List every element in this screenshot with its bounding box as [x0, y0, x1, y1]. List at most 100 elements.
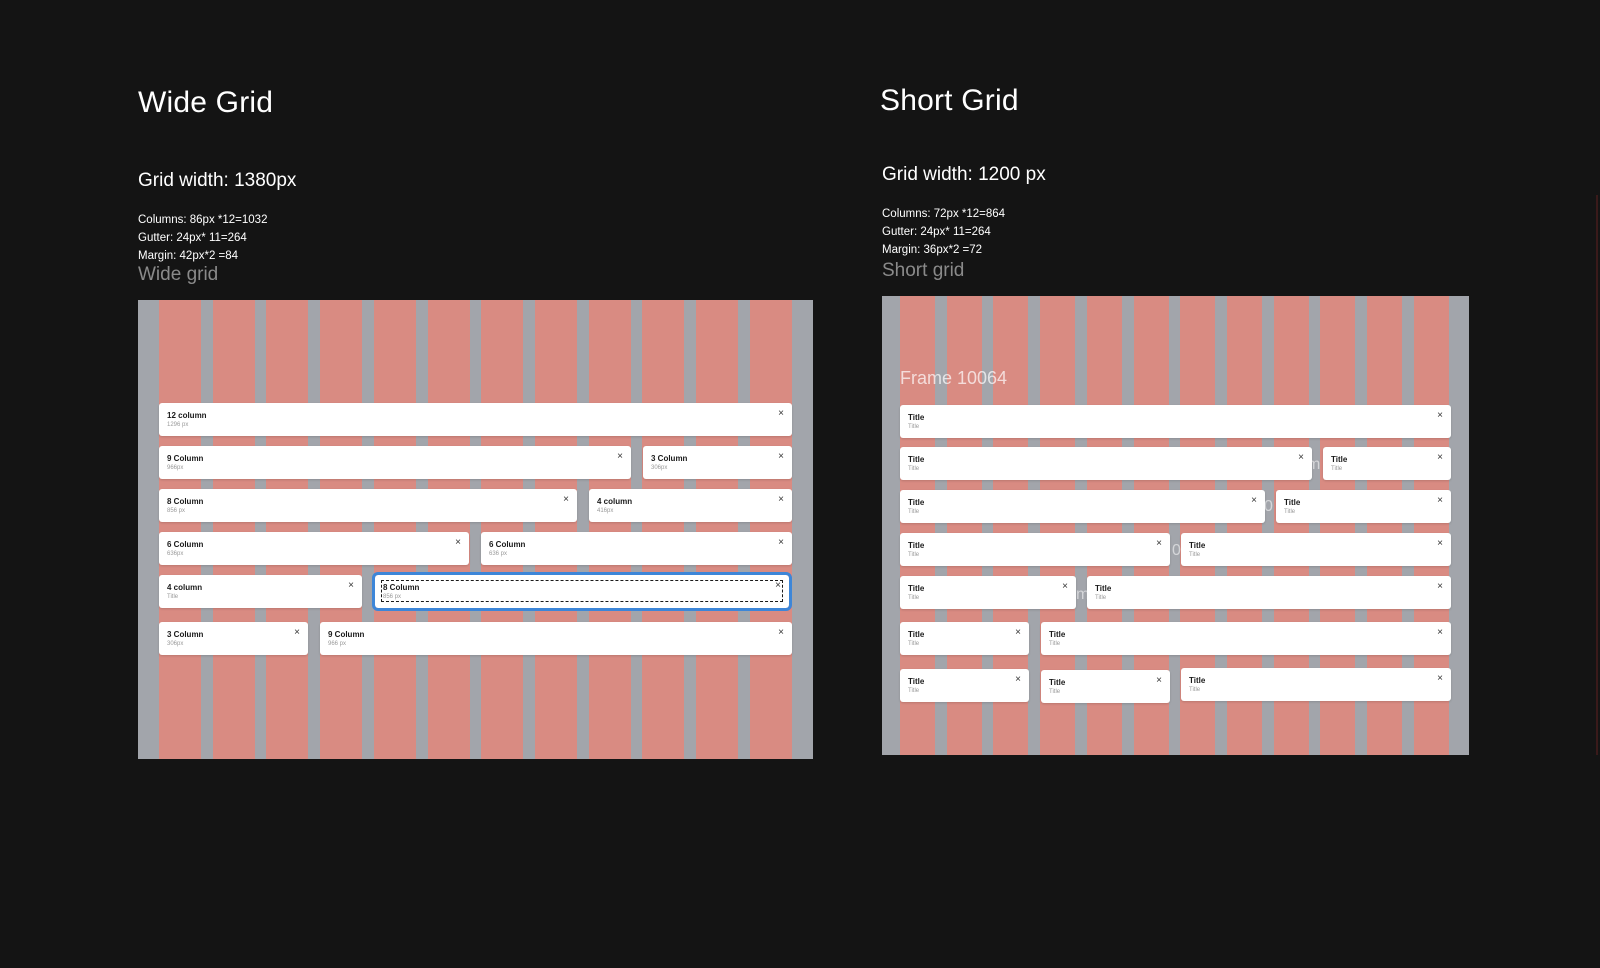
short-card[interactable]: Title Title ×	[900, 447, 1312, 480]
card-title: Title	[1095, 584, 1112, 593]
close-icon[interactable]: ×	[1437, 495, 1443, 506]
close-icon[interactable]: ×	[778, 408, 784, 419]
grid-column	[373, 300, 416, 759]
grid-column	[642, 300, 685, 759]
card-subtitle: Title	[167, 594, 179, 600]
grid-column	[212, 300, 255, 759]
grid-column	[320, 300, 363, 759]
short-card[interactable]: Title Title ×	[1323, 447, 1451, 480]
card-subtitle: 306px	[167, 641, 184, 647]
wide-grid-specs: Columns: 86px *12=1032 Gutter: 24px* 11=…	[138, 211, 267, 265]
card-subtitle: 636px	[167, 551, 184, 557]
ghost-text: 0	[1264, 498, 1273, 515]
card-subtitle: 1296 px	[167, 422, 189, 428]
wide-card-8-column-selected[interactable]: 8 Column 856 px ×	[372, 572, 792, 611]
close-icon[interactable]: ×	[1015, 674, 1021, 685]
card-title: 6 Column	[489, 540, 526, 549]
frame-name-label: Frame 10064	[900, 368, 1008, 388]
short-grid-width: Grid width: 1200 px	[882, 164, 1046, 185]
close-icon[interactable]: ×	[348, 580, 354, 591]
wide-card-3-column-b[interactable]: 3 Column 306px ×	[159, 622, 308, 655]
card-title: 12 column	[167, 411, 207, 420]
card-subtitle: Title	[908, 509, 920, 515]
short-grid-title: Short Grid	[880, 84, 1019, 117]
wide-card-9-column[interactable]: 9 Column 966px ×	[159, 446, 631, 479]
wide-grid-frame[interactable]: 12 column 1296 px × 9 Column 966px × 3 C…	[138, 300, 813, 759]
grid-column	[266, 300, 309, 759]
short-frame-label: Short grid	[882, 260, 965, 281]
wide-card-9-column-b[interactable]: 9 Column 966 px ×	[320, 622, 792, 655]
card-subtitle: 636 px	[489, 551, 508, 557]
close-icon[interactable]: ×	[617, 451, 623, 462]
short-card[interactable]: Title Title ×	[1041, 670, 1170, 703]
card-title: 9 Column	[328, 630, 365, 639]
short-card[interactable]: Title Title ×	[1181, 533, 1451, 566]
close-icon[interactable]: ×	[778, 494, 784, 505]
selection-dashed-box	[381, 580, 783, 602]
short-card[interactable]: Title Title ×	[900, 490, 1265, 523]
close-icon[interactable]: ×	[1251, 495, 1257, 506]
wide-card-6-column-b[interactable]: 6 Column 636 px ×	[481, 532, 792, 565]
card-title: Title	[908, 584, 925, 593]
card-subtitle: Title	[1189, 552, 1201, 558]
card-subtitle: Title	[1095, 595, 1107, 601]
short-card[interactable]: Title Title ×	[900, 405, 1451, 438]
wide-card-12-column[interactable]: 12 column 1296 px ×	[159, 403, 792, 436]
wide-card-3-column[interactable]: 3 Column 306px ×	[643, 446, 792, 479]
wide-grid-title: Wide Grid	[138, 86, 274, 119]
close-icon[interactable]: ×	[1062, 581, 1068, 592]
close-icon[interactable]: ×	[1437, 627, 1443, 638]
card-title: 6 Column	[167, 540, 204, 549]
short-card[interactable]: Title Title ×	[1087, 576, 1451, 609]
card-subtitle: Title	[908, 552, 920, 558]
short-card[interactable]: Title Title ×	[900, 576, 1076, 609]
card-title: Title	[908, 498, 925, 507]
wide-grid-width: Grid width: 1380px	[138, 170, 297, 191]
card-title: 3 Column	[167, 630, 204, 639]
close-icon[interactable]: ×	[1298, 452, 1304, 463]
ghost-text: 0	[1172, 542, 1181, 559]
grid-column	[481, 300, 524, 759]
card-subtitle: Title	[908, 595, 920, 601]
close-icon[interactable]: ×	[1156, 675, 1162, 686]
close-icon[interactable]: ×	[563, 494, 569, 505]
card-subtitle: 966px	[167, 465, 184, 471]
card-subtitle: Title	[908, 424, 920, 430]
close-icon[interactable]: ×	[1437, 673, 1443, 684]
card-subtitle: Title	[908, 466, 920, 472]
close-icon[interactable]: ×	[1437, 581, 1443, 592]
card-title: Title	[908, 455, 925, 464]
short-card[interactable]: Title Title ×	[900, 533, 1170, 566]
wide-card-4-column[interactable]: 4 column 416px ×	[589, 489, 792, 522]
wide-frame-label: Wide grid	[138, 264, 219, 285]
close-icon[interactable]: ×	[1437, 538, 1443, 549]
close-icon[interactable]: ×	[1437, 410, 1443, 421]
canvas-edge-line	[1596, 195, 1598, 755]
wide-card-6-column-a[interactable]: 6 Column 636px ×	[159, 532, 469, 565]
wide-spec-margin: Margin: 42px*2 =84	[138, 250, 239, 262]
wide-card-4-column-b[interactable]: 4 column Title ×	[159, 575, 362, 608]
grid-column	[159, 300, 201, 759]
grid-column	[427, 300, 470, 759]
close-icon[interactable]: ×	[1437, 452, 1443, 463]
card-title: 9 Column	[167, 454, 204, 463]
short-card[interactable]: Title Title ×	[1041, 622, 1451, 655]
short-card[interactable]: Title Title ×	[1276, 490, 1451, 523]
card-title: 8 Column	[167, 497, 204, 506]
short-card[interactable]: Title Title ×	[1181, 668, 1451, 701]
short-grid-frame[interactable]: Frame 10064 m 0 0 m Title Title × Title …	[882, 296, 1469, 755]
close-icon[interactable]: ×	[455, 537, 461, 548]
short-card[interactable]: Title Title ×	[900, 669, 1029, 702]
card-title: Title	[908, 413, 925, 422]
close-icon[interactable]: ×	[778, 451, 784, 462]
short-card[interactable]: Title Title ×	[900, 622, 1029, 655]
close-icon[interactable]: ×	[775, 580, 781, 591]
card-title: Title	[1189, 676, 1206, 685]
close-icon[interactable]: ×	[1156, 538, 1162, 549]
close-icon[interactable]: ×	[294, 627, 300, 638]
close-icon[interactable]: ×	[1015, 627, 1021, 638]
close-icon[interactable]: ×	[778, 537, 784, 548]
wide-card-8-column[interactable]: 8 Column 856 px ×	[159, 489, 577, 522]
card-subtitle: 966 px	[328, 641, 347, 647]
close-icon[interactable]: ×	[778, 627, 784, 638]
